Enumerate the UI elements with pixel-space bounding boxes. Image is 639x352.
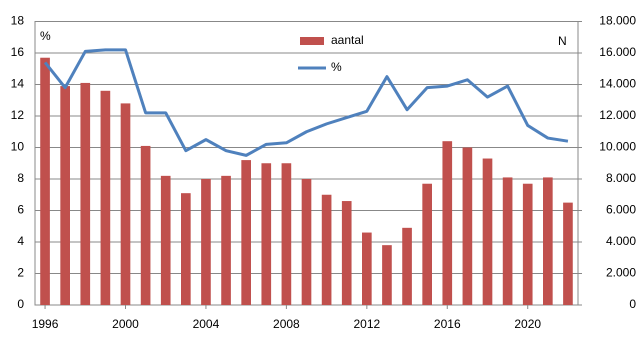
y-tick-label: 16	[11, 45, 25, 59]
bar	[221, 175, 231, 305]
legend-label: %	[331, 60, 342, 74]
y-tick-label: 2	[17, 266, 24, 280]
y-tick-label: 6	[17, 203, 24, 217]
y2-tick-label: 0	[629, 297, 636, 311]
x-tick-label: 2012	[353, 317, 380, 331]
bar	[522, 183, 533, 305]
bar	[543, 177, 553, 305]
x-tick-label: 2004	[193, 317, 220, 331]
y-tick-label: 0	[17, 297, 24, 311]
y-tick-label: 14	[11, 77, 25, 91]
bar	[502, 177, 513, 305]
bar	[321, 194, 332, 305]
y2-tick-label: 6.000	[606, 203, 636, 217]
y2-tick-label: 14.000	[599, 77, 636, 91]
bar	[160, 175, 171, 305]
bar	[301, 179, 312, 305]
bar	[362, 232, 372, 305]
line	[43, 48, 569, 157]
bar	[281, 163, 292, 305]
x-tick-label: 1996	[32, 317, 59, 331]
y-tick-label: 12	[11, 108, 25, 122]
y-axis-label: %	[40, 29, 51, 43]
bar	[442, 141, 453, 305]
bar	[100, 90, 111, 305]
bar	[40, 57, 50, 305]
bar	[120, 103, 131, 306]
bar	[261, 163, 272, 305]
bar	[80, 82, 91, 305]
y2-axis-label: N	[558, 34, 567, 48]
bar	[482, 158, 493, 305]
bar	[422, 183, 432, 305]
y2-tick-label: 16.000	[599, 45, 636, 59]
y-tick-label: 10	[11, 140, 25, 154]
y-tick-label: 8	[17, 171, 24, 185]
y-tick-label: 4	[17, 234, 24, 248]
bar	[241, 160, 251, 305]
y2-tick-label: 8.000	[606, 171, 636, 185]
y2-tick-label: 18.000	[599, 14, 636, 28]
bar	[382, 245, 392, 305]
bar	[140, 145, 151, 305]
bar	[563, 202, 573, 305]
y2-tick-label: 4.000	[606, 234, 636, 248]
x-tick-label: 2016	[434, 317, 461, 331]
bar	[402, 227, 412, 305]
y2-tick-label: 10.000	[599, 140, 636, 154]
y-tick-label: 18	[11, 14, 25, 28]
y2-tick-label: 2.000	[606, 266, 636, 280]
bar	[60, 86, 70, 305]
legend-swatch	[300, 37, 324, 45]
bar	[201, 179, 211, 305]
x-tick-label: 2000	[112, 317, 139, 331]
bar	[181, 193, 191, 305]
x-tick-label: 2020	[514, 317, 541, 331]
x-tick-label: 2008	[273, 317, 300, 331]
legend-label: aantal	[331, 33, 364, 47]
bar	[341, 201, 352, 305]
y2-tick-label: 12.000	[599, 108, 636, 122]
bar	[462, 147, 473, 305]
